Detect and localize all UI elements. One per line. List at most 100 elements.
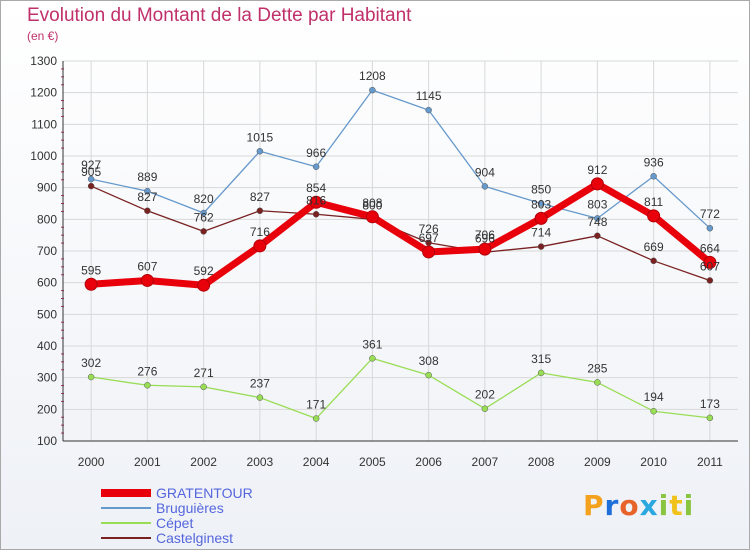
series-line-gratentour: [90, 180, 713, 289]
data-point: [478, 242, 492, 256]
y-tick-label: 400: [37, 339, 57, 353]
data-label: 905: [81, 165, 101, 179]
data-label: 276: [137, 364, 157, 378]
data-label: 1015: [247, 130, 274, 144]
data-label: 302: [81, 356, 101, 370]
logo-letter: P: [583, 489, 605, 522]
data-label: 820: [194, 192, 214, 206]
x-tick-label: 2008: [528, 455, 555, 469]
data-label: 936: [644, 155, 664, 169]
data-label: 315: [531, 352, 551, 366]
data-label: 827: [250, 190, 270, 204]
x-tick-label: 2002: [190, 455, 217, 469]
data-label: 607: [137, 259, 157, 273]
data-point: [481, 405, 489, 412]
y-tick-label: 800: [37, 212, 57, 226]
data-point: [144, 207, 151, 215]
legend-label: Castelginest: [156, 530, 233, 546]
data-point: [425, 371, 432, 379]
data-point: [647, 209, 661, 223]
data-point: [369, 355, 376, 362]
data-label: 607: [700, 259, 720, 273]
x-tick-label: 2001: [134, 455, 161, 469]
y-tick-label: 1000: [30, 149, 57, 163]
y-tick-label: 700: [37, 244, 57, 258]
data-point: [594, 379, 601, 386]
data-label: 748: [587, 215, 607, 229]
data-point: [706, 277, 714, 284]
data-labels: 9278898201015966120811459048508039367729…: [81, 69, 720, 411]
data-point: [140, 273, 154, 287]
data-label: 669: [644, 240, 664, 254]
axes: 100 200 300 400 500 600 700 800 900 1000 1100 1200 1…: [30, 54, 738, 469]
data-point: [537, 200, 545, 207]
data-label: 854: [306, 181, 326, 195]
data-label: 271: [194, 366, 214, 380]
x-tick-label: 2011: [697, 455, 723, 469]
logo-letter: r: [604, 489, 620, 522]
y-tick-label: 900: [37, 181, 57, 195]
chart-unit: (en €): [27, 29, 59, 43]
data-point: [144, 382, 151, 389]
data-label: 664: [700, 241, 720, 255]
data-point: [256, 394, 264, 401]
data-point: [425, 106, 432, 114]
y-tick-label: 100: [37, 434, 57, 448]
chart-title: Evolution du Montant de la Dette par Hab…: [27, 5, 412, 26]
data-point: [703, 255, 717, 269]
data-point: [309, 195, 323, 209]
x-tick-label: 2004: [303, 455, 330, 469]
data-point: [256, 207, 264, 215]
x-tick-label: 2009: [584, 455, 611, 469]
data-label: 308: [419, 354, 439, 368]
data-label: 696: [475, 231, 495, 245]
y-tick-label: 600: [37, 276, 57, 290]
logo-letter: t: [669, 489, 684, 522]
data-point: [84, 277, 98, 291]
data-point: [365, 210, 379, 224]
data-point: [590, 177, 604, 191]
data-point: [537, 369, 545, 377]
data-label: 361: [362, 337, 382, 351]
series-line-bruguières: [90, 89, 711, 229]
series-layer: [84, 86, 717, 422]
data-point: [87, 373, 95, 381]
data-point: [369, 86, 376, 94]
data-point: [650, 173, 657, 180]
data-label: 889: [137, 170, 157, 184]
proxiti-logo: Proxiti: [583, 489, 694, 522]
data-label: 811: [644, 195, 663, 209]
data-point: [594, 215, 601, 222]
y-tick-label: 200: [37, 402, 57, 416]
x-tick-label: 2007: [472, 455, 499, 469]
data-label: 803: [587, 197, 607, 211]
data-label: 850: [531, 183, 551, 197]
data-point: [312, 415, 320, 422]
data-label: 202: [475, 388, 495, 402]
legend-label: Cépet: [156, 515, 193, 531]
data-label: 697: [419, 231, 439, 245]
data-point: [253, 239, 267, 253]
data-point: [481, 183, 489, 190]
data-label: 808: [362, 196, 382, 210]
data-label: 237: [250, 377, 270, 391]
series-line-cépet: [91, 357, 710, 420]
x-tick-label: 2000: [78, 455, 105, 469]
data-label: 595: [81, 263, 101, 277]
y-tick-label: 1200: [30, 86, 57, 100]
data-point: [144, 187, 151, 195]
logo-letter: i: [658, 489, 670, 522]
grid-lines: [63, 60, 738, 442]
data-label: 762: [194, 210, 214, 224]
logo-letter: i: [683, 489, 695, 522]
data-label: 714: [531, 226, 551, 240]
legend-label: GRATENTOUR: [156, 485, 253, 501]
data-label: 827: [137, 190, 157, 204]
data-point: [200, 228, 207, 235]
data-point: [200, 209, 207, 217]
data-point: [256, 148, 264, 155]
data-point: [87, 175, 95, 183]
